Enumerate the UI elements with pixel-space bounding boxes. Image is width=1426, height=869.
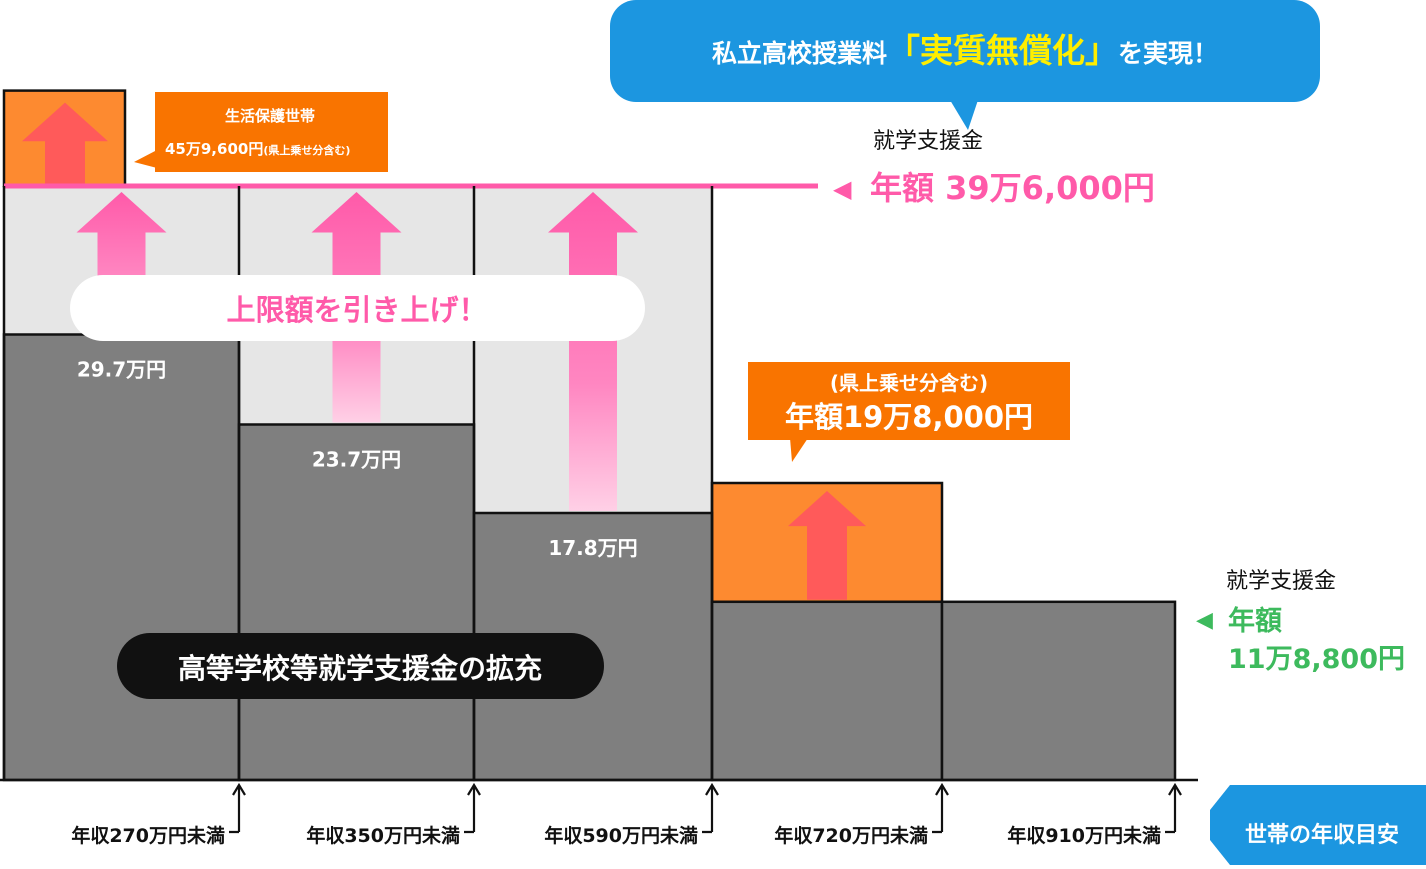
welfare-note-amount-small: (県上乗せ分含む) (263, 143, 350, 157)
bar-value-label-1: 29.7万円 (77, 358, 166, 382)
category-label-3: 年収590万円未満 (544, 824, 698, 847)
category-label-2: 年収350万円未満 (306, 824, 460, 847)
lower-support-annotation: 就学支援金 ◀ 年額 11万8,800円 (1196, 569, 1405, 675)
upper-support-value: 年額 39万6,000円 (870, 169, 1155, 207)
orange-note-line1: (県上乗せ分含む) (830, 371, 988, 395)
bar-4 (710, 600, 944, 782)
lower-support-value-line1: 年額 (1228, 605, 1282, 637)
axis-tag: 世帯の年収目安 (1210, 785, 1426, 865)
welfare-note: 生活保護世帯 45万9,600円(県上乗せ分含む) (134, 92, 388, 172)
bar-value-label-3: 17.8万円 (548, 536, 637, 560)
upper-support-annotation: 就学支援金 ◀ 年額 39万6,000円 (833, 129, 1155, 207)
bar-1 (2, 333, 241, 782)
tick-arrow-1 (229, 782, 246, 834)
lower-support-marker: ◀ (1196, 608, 1213, 633)
tick-arrow-4 (932, 782, 949, 834)
lower-support-value-line2: 11万8,800円 (1228, 644, 1405, 675)
category-label-4: 年収720万円未満 (774, 824, 928, 847)
headline-bubble: 私立高校授業料「実質無償化」を実現！ (610, 0, 1320, 130)
bar-value-label-2: 23.7万円 (312, 448, 401, 472)
welfare-note-amount: 45万9,600円(県上乗せ分含む) (165, 140, 350, 158)
category-label-5: 年収910万円未満 (1007, 824, 1161, 847)
headline-suffix: を実現！ (1118, 39, 1218, 68)
bar-2 (237, 423, 476, 782)
raise-banner-text: 上限額を引き上げ！ (226, 293, 487, 327)
expansion-banner: 高等学校等就学支援金の拡充 (117, 633, 604, 699)
tick-arrow-3 (702, 782, 719, 834)
welfare-arrow (22, 102, 108, 184)
tick-arrow-2 (464, 782, 481, 834)
bar-5 (940, 600, 1177, 782)
upper-support-marker: ◀ (833, 175, 852, 203)
bars-layer (2, 333, 1177, 782)
category-label-1: 年収270万円未満 (71, 824, 225, 847)
orange-note-line2: 年額19万8,000円 (785, 400, 1033, 434)
orange-note: (県上乗せ分含む) 年額19万8,000円 (748, 362, 1070, 462)
raise-banner: 上限額を引き上げ！ (70, 275, 645, 341)
axis-tag-text: 世帯の年収目安 (1245, 822, 1399, 848)
headline-text: 私立高校授業料「実質無償化」を実現！ (712, 31, 1218, 70)
upper-support-label: 就学支援金 (873, 129, 983, 154)
raise-arrow-3 (548, 192, 638, 511)
welfare-note-title: 生活保護世帯 (225, 107, 315, 125)
tick-arrow-5 (1165, 782, 1182, 834)
lower-support-label: 就学支援金 (1226, 569, 1336, 594)
welfare-note-amount-main: 45万9,600円 (165, 140, 263, 158)
x-axis-ticks: 年収270万円未満 年収350万円未満 年収590万円未満 年収720万円未満 年収91… (71, 782, 1182, 847)
headline-highlight: 「実質無償化」 (887, 31, 1118, 70)
headline-prefix: 私立高校授業料 (712, 39, 887, 68)
raise-arrow-4 (788, 491, 866, 600)
expansion-banner-text: 高等学校等就学支援金の拡充 (178, 652, 542, 685)
value-labels: 29.7万円 23.7万円 17.8万円 (77, 358, 638, 561)
